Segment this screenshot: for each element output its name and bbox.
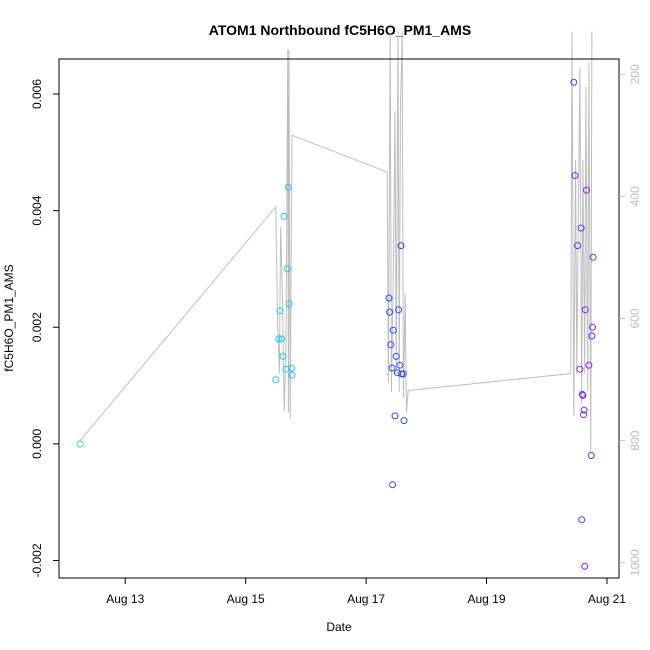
data-point — [389, 481, 397, 489]
axes-group: Aug 13 Aug 15 Aug 17 Aug 19 Aug 21 -0.002 0.00… — [30, 58, 642, 606]
data-point — [576, 365, 584, 373]
data-point — [571, 172, 579, 180]
right-tick-label: 200 — [628, 64, 642, 84]
data-point — [387, 341, 395, 349]
data-point — [278, 335, 286, 343]
x-tick-label: Aug 13 — [106, 592, 144, 606]
right-tick-label: 400 — [628, 186, 642, 206]
y-axis-label: fC5H6O_PM1_AMS — [2, 264, 16, 371]
data-points-group — [76, 78, 597, 570]
data-point — [583, 186, 590, 194]
data-point — [279, 352, 287, 360]
data-point — [76, 440, 84, 448]
data-point — [388, 364, 396, 372]
data-point — [283, 265, 291, 273]
data-point — [585, 361, 593, 369]
x-tick-label: Aug 17 — [347, 592, 385, 606]
data-point — [581, 562, 589, 570]
y-tick-label: 0.004 — [30, 195, 44, 225]
x-tick-label: Aug 19 — [468, 592, 506, 606]
data-point — [392, 352, 400, 360]
data-point — [580, 406, 588, 414]
data-point — [578, 516, 586, 524]
data-point — [391, 412, 399, 420]
y-tick-label: -0.002 — [30, 543, 44, 577]
data-point — [570, 78, 578, 86]
right-tick-label: 800 — [628, 430, 642, 450]
data-point — [589, 253, 597, 261]
data-point — [589, 323, 596, 331]
data-point — [385, 294, 393, 302]
data-point — [579, 392, 587, 399]
x-axis-label: Date — [326, 620, 352, 634]
data-point — [399, 370, 407, 378]
data-point — [581, 306, 589, 314]
y-tick-label: 0.000 — [30, 429, 44, 459]
data-point — [285, 300, 293, 308]
data-point — [588, 332, 596, 340]
y-tick-label: 0.002 — [30, 312, 44, 342]
data-point — [580, 411, 587, 419]
data-point — [386, 308, 394, 316]
data-point — [395, 306, 403, 314]
data-point — [272, 376, 280, 384]
data-point — [574, 242, 581, 250]
data-point — [276, 307, 284, 315]
data-point — [284, 183, 292, 191]
x-tick-label: Aug 21 — [588, 592, 626, 606]
right-tick-label: 1000 — [628, 549, 642, 576]
data-point — [389, 326, 397, 334]
data-point — [287, 364, 295, 372]
data-point — [275, 335, 283, 343]
y-tick-label: 0.006 — [30, 79, 44, 109]
data-point — [397, 242, 405, 250]
data-point — [577, 224, 585, 232]
data-point — [288, 371, 296, 379]
x-tick-label: Aug 15 — [227, 592, 265, 606]
right-tick-label: 600 — [628, 308, 642, 328]
data-point — [400, 417, 408, 425]
data-point — [587, 452, 595, 459]
data-point — [396, 361, 404, 369]
chart-title: ATOM1 Northbound fC5H6O_PM1_AMS — [209, 22, 471, 38]
data-point — [280, 212, 288, 220]
